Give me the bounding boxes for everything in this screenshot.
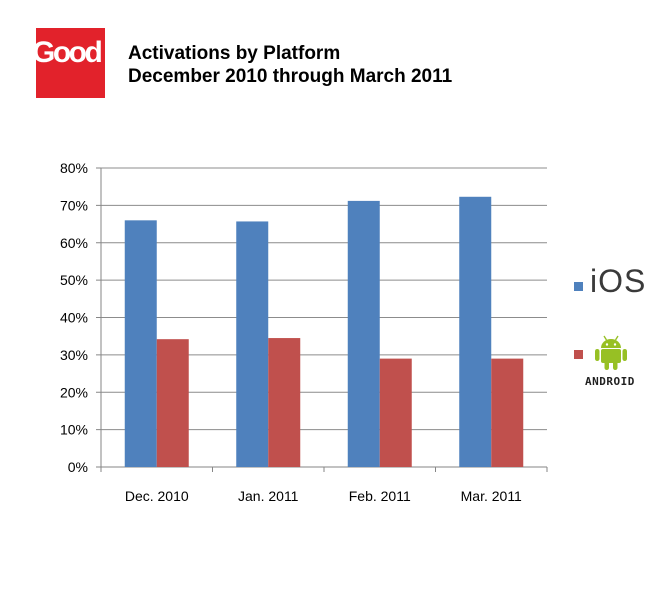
bar-ios (124, 220, 157, 467)
bar-ios (236, 221, 269, 467)
y-tick-label: 40% (60, 310, 88, 326)
logo-text: Good (36, 36, 103, 69)
legend-ios-label: iOS (590, 263, 647, 299)
chart-title: Activations by Platform December 2010 th… (128, 42, 452, 88)
legend-android-swatch (574, 350, 583, 359)
bar-ios (347, 200, 380, 467)
y-tick-label: 50% (60, 272, 88, 288)
y-tick-label: 30% (60, 347, 88, 363)
bar-android (379, 358, 412, 467)
x-tick-label: Jan. 2011 (238, 488, 299, 504)
y-tick-label: 10% (60, 422, 88, 438)
legend-android-label: ANDROID (585, 375, 635, 388)
legend-ios-swatch (574, 282, 583, 291)
bar-ios (459, 196, 492, 467)
y-tick-label: 60% (60, 235, 88, 251)
x-tick-label: Mar. 2011 (461, 488, 522, 504)
y-tick-label: 0% (68, 459, 88, 475)
x-tick-label: Dec. 2010 (125, 488, 189, 504)
android-robot-icon (595, 335, 627, 370)
y-tick-label: 70% (60, 197, 88, 213)
title-line-2: December 2010 through March 2011 (128, 66, 453, 87)
bar-android (156, 339, 189, 467)
y-tick-label: 80% (60, 160, 88, 176)
x-tick-label: Feb. 2011 (349, 488, 411, 504)
bar-android (268, 338, 301, 467)
good-logo: Good (36, 28, 105, 98)
title-line-1: Activations by Platform (128, 43, 341, 64)
bar-android (491, 358, 524, 467)
y-tick-label: 20% (60, 384, 88, 400)
